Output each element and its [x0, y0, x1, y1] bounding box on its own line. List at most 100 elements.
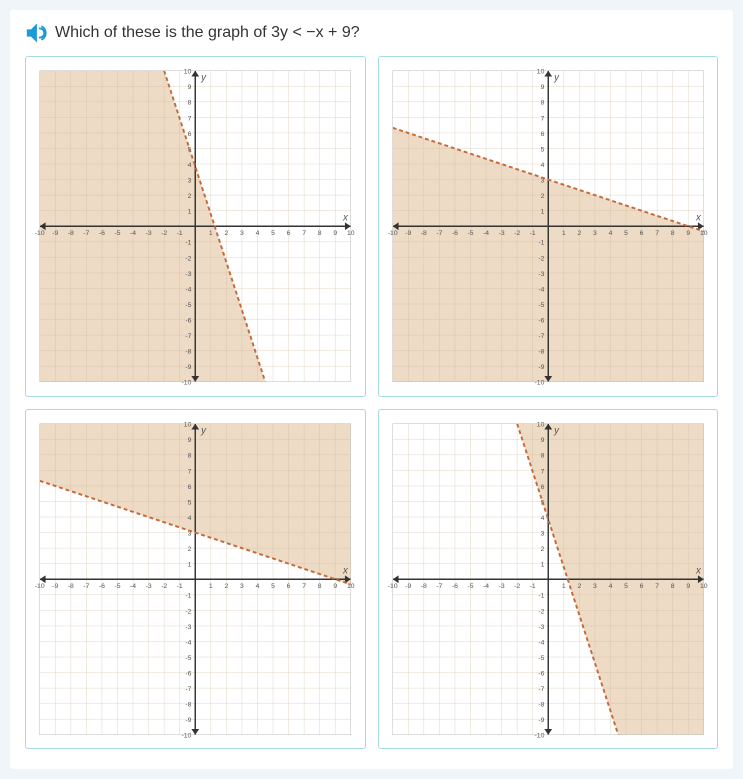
svg-text:-10: -10	[534, 380, 544, 387]
svg-text:-6: -6	[185, 670, 191, 677]
svg-text:1: 1	[188, 209, 192, 216]
svg-text:-4: -4	[185, 286, 191, 293]
svg-text:-1: -1	[529, 582, 535, 589]
svg-text:3: 3	[240, 582, 244, 589]
question-row: Which of these is the graph of 3y < −x +…	[25, 22, 718, 44]
answer-option-d[interactable]: -10-9-8-7-6-5-4-3-2-112345678910-10-9-8-…	[378, 409, 719, 750]
graph-b: -10-9-8-7-6-5-4-3-2-112345678910-10-9-8-…	[383, 61, 714, 392]
tts-speaker-icon[interactable]	[25, 22, 47, 44]
svg-text:2: 2	[577, 230, 581, 237]
answer-option-c[interactable]: -10-9-8-7-6-5-4-3-2-112345678910-10-9-8-…	[25, 409, 366, 750]
svg-text:-2: -2	[538, 255, 544, 262]
svg-text:5: 5	[624, 582, 628, 589]
svg-text:-9: -9	[52, 230, 58, 237]
svg-text:-5: -5	[538, 654, 544, 661]
svg-text:6: 6	[540, 483, 544, 490]
svg-text:-3: -3	[538, 623, 544, 630]
graph-d: -10-9-8-7-6-5-4-3-2-112345678910-10-9-8-…	[383, 414, 714, 745]
svg-text:-4: -4	[130, 230, 136, 237]
svg-text:1: 1	[209, 230, 213, 237]
svg-text:-2: -2	[185, 255, 191, 262]
svg-text:9: 9	[333, 230, 337, 237]
svg-text:10: 10	[184, 69, 192, 76]
answer-option-b[interactable]: -10-9-8-7-6-5-4-3-2-112345678910-10-9-8-…	[378, 56, 719, 397]
svg-text:8: 8	[540, 100, 544, 107]
svg-text:8: 8	[318, 582, 322, 589]
svg-text:-9: -9	[538, 364, 544, 371]
svg-text:-9: -9	[405, 582, 411, 589]
svg-text:-8: -8	[185, 701, 191, 708]
svg-text:-1: -1	[538, 240, 544, 247]
svg-text:-8: -8	[68, 582, 74, 589]
svg-text:6: 6	[287, 582, 291, 589]
svg-text:-1: -1	[177, 230, 183, 237]
svg-text:-3: -3	[185, 623, 191, 630]
answer-option-a[interactable]: -10-9-8-7-6-5-4-3-2-112345678910-10-9-8-…	[25, 56, 366, 397]
svg-text:2: 2	[540, 546, 544, 553]
svg-text:8: 8	[540, 452, 544, 459]
svg-text:-10: -10	[534, 732, 544, 739]
svg-text:-5: -5	[114, 230, 120, 237]
svg-text:-1: -1	[529, 230, 535, 237]
svg-text:7: 7	[655, 230, 659, 237]
svg-text:-10: -10	[182, 732, 192, 739]
svg-text:-8: -8	[185, 349, 191, 356]
svg-text:-6: -6	[451, 230, 457, 237]
svg-text:5: 5	[540, 146, 544, 153]
svg-text:-2: -2	[161, 582, 167, 589]
svg-text:-3: -3	[538, 271, 544, 278]
svg-text:-1: -1	[538, 592, 544, 599]
svg-text:4: 4	[188, 514, 192, 521]
svg-text:6: 6	[639, 230, 643, 237]
svg-text:9: 9	[686, 582, 690, 589]
svg-text:9: 9	[540, 84, 544, 91]
svg-text:8: 8	[670, 230, 674, 237]
svg-text:1: 1	[209, 582, 213, 589]
svg-text:3: 3	[188, 178, 192, 185]
svg-text:-4: -4	[483, 230, 489, 237]
svg-text:4: 4	[256, 230, 260, 237]
svg-text:-1: -1	[185, 240, 191, 247]
svg-text:9: 9	[540, 437, 544, 444]
svg-text:-6: -6	[185, 317, 191, 324]
svg-text:3: 3	[593, 230, 597, 237]
svg-text:-7: -7	[436, 582, 442, 589]
svg-text:1: 1	[188, 561, 192, 568]
svg-text:3: 3	[240, 230, 244, 237]
svg-text:-9: -9	[405, 230, 411, 237]
svg-text:4: 4	[188, 162, 192, 169]
svg-text:9: 9	[188, 84, 192, 91]
svg-text:2: 2	[540, 193, 544, 200]
svg-text:-3: -3	[498, 582, 504, 589]
answer-grid: -10 -9 -8 -7 -6 -5 -4 -3 -2 -1 1 2 3 4 5 6 7 8 9 10 -10 -9 -8 -…	[25, 56, 718, 749]
svg-text:2: 2	[188, 193, 192, 200]
svg-text:5: 5	[271, 582, 275, 589]
svg-text:7: 7	[302, 582, 306, 589]
svg-text:-5: -5	[538, 302, 544, 309]
svg-text:-9: -9	[185, 364, 191, 371]
question-container: Which of these is the graph of 3y < −x +…	[10, 10, 733, 769]
svg-text:6: 6	[639, 582, 643, 589]
svg-text:-7: -7	[185, 333, 191, 340]
svg-text:4: 4	[256, 582, 260, 589]
svg-text:2: 2	[224, 582, 228, 589]
svg-text:1: 1	[561, 230, 565, 237]
svg-text:6: 6	[287, 230, 291, 237]
svg-text:5: 5	[624, 230, 628, 237]
svg-text:7: 7	[188, 468, 192, 475]
svg-text:2: 2	[577, 582, 581, 589]
svg-text:-6: -6	[99, 582, 105, 589]
svg-text:-3: -3	[146, 582, 152, 589]
svg-text:3: 3	[593, 582, 597, 589]
svg-text:-6: -6	[538, 670, 544, 677]
svg-text:7: 7	[655, 582, 659, 589]
svg-text:8: 8	[670, 582, 674, 589]
svg-text:9: 9	[686, 230, 690, 237]
svg-text:-5: -5	[467, 230, 473, 237]
svg-text:4: 4	[608, 582, 612, 589]
svg-text:-8: -8	[420, 230, 426, 237]
svg-text:-5: -5	[114, 582, 120, 589]
svg-text:5: 5	[271, 230, 275, 237]
svg-text:3: 3	[540, 530, 544, 537]
svg-text:-2: -2	[161, 230, 167, 237]
